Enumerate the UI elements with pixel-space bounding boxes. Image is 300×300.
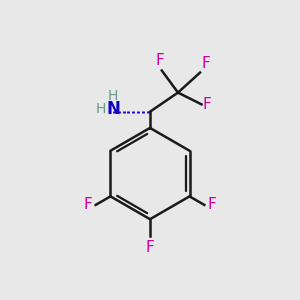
Text: F: F (83, 197, 92, 212)
Text: F: F (203, 97, 212, 112)
Text: F: F (202, 56, 210, 71)
Text: N: N (106, 100, 120, 118)
Text: F: F (208, 197, 217, 212)
Text: H: H (108, 89, 119, 103)
Text: H: H (95, 102, 106, 116)
Text: F: F (146, 240, 154, 255)
Text: F: F (155, 53, 164, 68)
